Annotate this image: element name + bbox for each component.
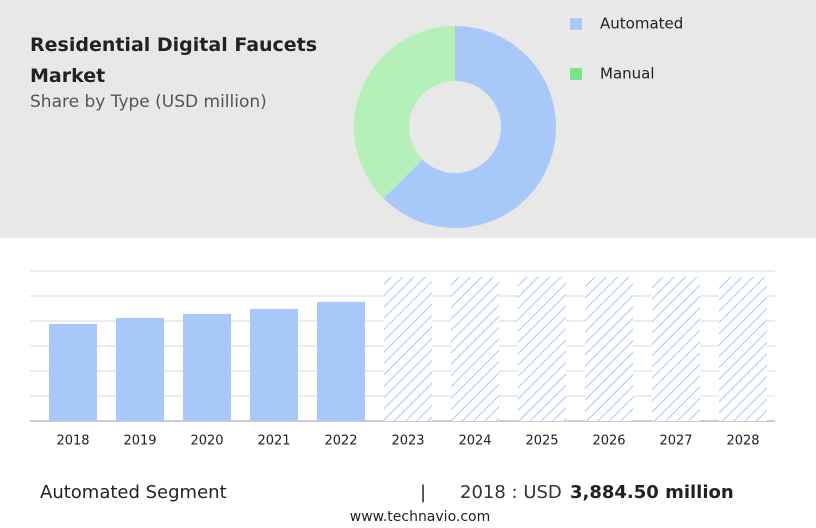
legend-swatch (570, 68, 582, 80)
forecast-placeholder (384, 277, 432, 421)
x-tick-label: 2022 (324, 434, 357, 449)
footer-prefix: 2018 : USD (460, 482, 562, 503)
footer-separator: | (420, 482, 426, 503)
x-tick-label: 2024 (458, 434, 491, 449)
chart-subtitle: Share by Type (USD million) (30, 92, 267, 112)
footer-value: 3,884.50 million (570, 482, 734, 503)
bar (250, 308, 298, 421)
x-tick-label: 2021 (257, 434, 290, 449)
forecast-placeholder (518, 277, 566, 421)
bar (49, 323, 97, 421)
footer-source: www.technavio.com (350, 509, 491, 525)
footer-segment: Automated Segment (40, 482, 227, 503)
x-tick-label: 2027 (659, 434, 692, 449)
donut-segment (383, 26, 556, 228)
forecast-placeholder (451, 277, 499, 421)
x-tick-label: 2019 (123, 434, 156, 449)
x-tick-label: 2020 (190, 434, 223, 449)
forecast-placeholder (719, 277, 767, 421)
donut-segment (353, 26, 455, 199)
x-tick-label: 2028 (726, 434, 759, 449)
forecast-placeholder (652, 277, 700, 421)
x-tick-label: 2023 (391, 434, 424, 449)
legend-swatch (570, 18, 582, 30)
bar (317, 301, 365, 421)
x-tick-label: 2026 (592, 434, 625, 449)
forecast-placeholder (585, 277, 633, 421)
x-tick-label: 2025 (525, 434, 558, 449)
legend-label: Manual (600, 65, 655, 83)
x-tick-label: 2018 (56, 434, 89, 449)
bar (183, 313, 231, 421)
chart-title: Residential Digital Faucets Market (30, 34, 318, 87)
bar (116, 317, 164, 421)
legend-label: Automated (600, 15, 683, 33)
